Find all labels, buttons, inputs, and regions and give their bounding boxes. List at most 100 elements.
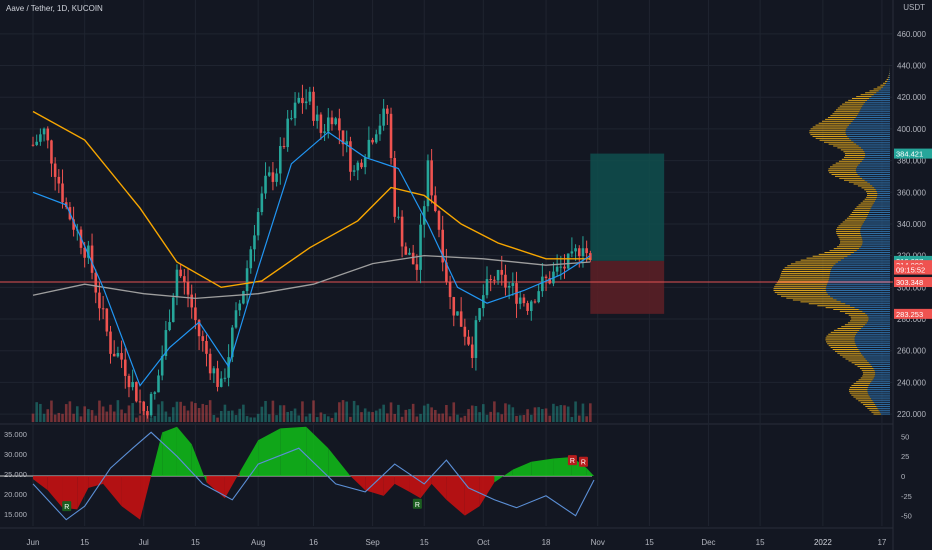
osc-left-tick: 30.000 xyxy=(4,450,27,459)
candle-body xyxy=(574,248,577,252)
y-tick-label: 300.000 xyxy=(897,283,926,292)
candle-body xyxy=(127,375,131,388)
volume-bar xyxy=(345,401,349,422)
candle-body xyxy=(101,308,105,310)
volume-bar xyxy=(386,413,389,422)
volume-bar xyxy=(234,415,238,422)
osc-histogram-segment xyxy=(151,432,163,476)
candle-body xyxy=(242,291,245,304)
candle-body xyxy=(168,322,171,331)
ma-mid-line xyxy=(32,110,591,289)
candle-body xyxy=(485,279,489,296)
candle-body xyxy=(518,297,522,304)
candle-body xyxy=(526,303,529,311)
volume-bar xyxy=(87,409,90,422)
volume-bar xyxy=(249,417,253,422)
volume-bar xyxy=(293,408,297,422)
candle-body xyxy=(153,392,157,394)
target-zone xyxy=(590,153,665,261)
candle-body xyxy=(290,118,293,120)
candle-body xyxy=(205,340,208,354)
osc-histogram-segment xyxy=(531,458,554,476)
price-label-bg xyxy=(894,308,932,319)
volume-bar xyxy=(64,404,68,422)
volume-bar xyxy=(76,406,79,422)
candle-body xyxy=(135,382,138,402)
volume-bar xyxy=(197,408,201,422)
volume-bar xyxy=(308,413,312,422)
volume-bar xyxy=(175,401,179,422)
currency-label: USDT xyxy=(903,3,925,12)
volume-bar xyxy=(171,407,175,422)
candle-body xyxy=(470,344,474,358)
volume-bar xyxy=(389,402,393,422)
volume-bar xyxy=(149,417,153,422)
volume-bar xyxy=(367,411,371,422)
candle-body xyxy=(315,114,319,121)
candle-body xyxy=(253,235,256,250)
volume-bar xyxy=(50,400,53,422)
price-label-bg xyxy=(894,264,932,275)
candle-body xyxy=(496,269,500,281)
volume-bar xyxy=(352,400,356,422)
volume-bar xyxy=(566,406,570,422)
volume-bar xyxy=(478,412,481,422)
volume-bar xyxy=(127,405,131,422)
candle-body xyxy=(131,382,134,388)
volume-bar xyxy=(186,410,190,422)
candle-body xyxy=(39,134,42,142)
candle-body xyxy=(345,141,349,145)
osc-left-tick: 15.000 xyxy=(4,510,27,519)
volume-bar xyxy=(496,412,500,422)
volume-bar xyxy=(42,413,46,422)
osc-line xyxy=(32,431,595,521)
x-tick-label: Oct xyxy=(477,538,490,547)
candle-body xyxy=(537,291,540,303)
osc-histogram-segment xyxy=(176,426,192,476)
volume-bar xyxy=(46,409,50,422)
candle-body xyxy=(411,252,415,265)
volume-bar xyxy=(245,416,249,422)
y-tick-label: 220.000 xyxy=(897,410,926,419)
volume-bar xyxy=(563,405,566,422)
candle-body xyxy=(61,183,64,203)
volume-bar xyxy=(360,412,363,422)
candle-body xyxy=(275,173,278,182)
volume-bar xyxy=(515,415,518,422)
volume-bar xyxy=(301,401,304,422)
volume-bar xyxy=(212,414,216,422)
volume-bar xyxy=(559,405,563,422)
volume-bar xyxy=(456,414,459,422)
candle-body xyxy=(386,108,389,114)
volume-bar xyxy=(341,400,345,422)
candle-body xyxy=(489,279,492,281)
volume-bar xyxy=(485,414,489,422)
volume-bar xyxy=(260,406,264,422)
candle-body xyxy=(352,170,356,172)
volume-bar xyxy=(105,411,109,422)
candle-body xyxy=(197,320,201,337)
candle-body xyxy=(397,216,400,218)
osc-histogram-segment xyxy=(47,476,63,508)
signal-label: R xyxy=(581,460,586,467)
volume-bar xyxy=(116,400,120,422)
volume-bar xyxy=(146,412,149,422)
candle-body xyxy=(570,251,574,254)
volume-bar xyxy=(474,406,478,422)
volume-bar xyxy=(227,410,230,422)
interval: 1D xyxy=(57,4,68,13)
candle-body xyxy=(563,266,566,269)
volume-bar xyxy=(142,409,146,422)
volume-bar xyxy=(541,408,544,422)
osc-histogram-segment xyxy=(446,476,465,516)
osc-histogram-segment xyxy=(239,440,259,476)
volume-bar xyxy=(537,407,540,422)
candle-body xyxy=(448,281,452,298)
candle-body xyxy=(171,297,175,323)
volume-bar xyxy=(459,417,463,422)
volume-bar xyxy=(83,406,86,422)
candle-body xyxy=(378,125,382,135)
candle-body xyxy=(548,278,552,284)
